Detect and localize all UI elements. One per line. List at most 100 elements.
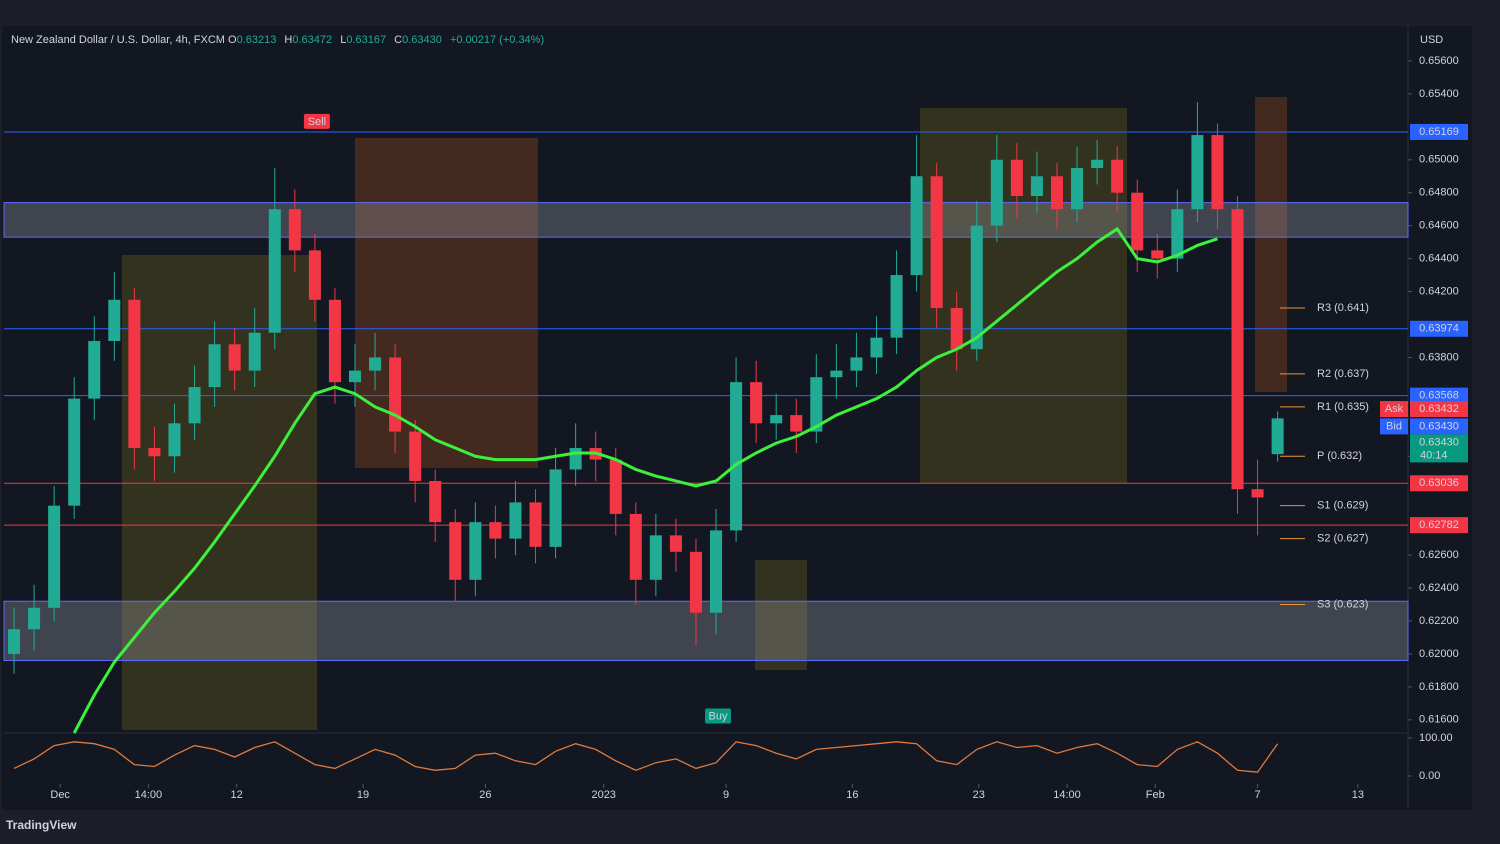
x-tick-label: 23 bbox=[973, 789, 985, 801]
pivot-label: S3 (0.623) bbox=[1317, 598, 1368, 610]
price-tag bbox=[1410, 434, 1468, 463]
pivot-label: S2 (0.627) bbox=[1317, 533, 1368, 545]
candle-body bbox=[108, 299, 121, 341]
y-tick-label: 0.64600 bbox=[1419, 220, 1459, 232]
candle-body bbox=[1131, 192, 1144, 251]
x-tick-label: 14:00 bbox=[135, 789, 163, 801]
candle-body bbox=[950, 308, 963, 350]
candle-body bbox=[188, 387, 201, 424]
x-tick-label: 9 bbox=[723, 789, 729, 801]
currency: USD bbox=[1420, 34, 1443, 46]
candle-body bbox=[1050, 176, 1064, 210]
y-tick-label: 0.61800 bbox=[1419, 681, 1459, 693]
candle-body bbox=[970, 225, 983, 350]
candle-body bbox=[268, 209, 281, 333]
zone bbox=[3, 600, 1409, 662]
candle-body bbox=[449, 522, 462, 580]
candle-body bbox=[669, 535, 682, 552]
change: +0.00217 (+0.34%) bbox=[449, 34, 545, 46]
y-tick-label: 0.64200 bbox=[1419, 285, 1459, 297]
candle-body bbox=[629, 513, 642, 580]
c-label: C bbox=[394, 34, 403, 46]
x-tick-label: 26 bbox=[479, 789, 491, 801]
y-tick-label: 0.65400 bbox=[1419, 88, 1459, 100]
symbol: New Zealand Dollar / U.S. Dollar, 4h, FX… bbox=[11, 34, 225, 46]
candle-body bbox=[1030, 176, 1043, 197]
price-tag-label: 0.63036 bbox=[1419, 477, 1459, 489]
price-tag-label: 0.63432 bbox=[1419, 403, 1459, 415]
x-tick-label: 7 bbox=[1255, 789, 1261, 801]
price-tag-label: 0.63430 bbox=[1419, 436, 1459, 448]
candle-body bbox=[1211, 135, 1224, 210]
x-tick-label: 19 bbox=[357, 789, 369, 801]
candle-body bbox=[8, 629, 21, 654]
pivot-label: R2 (0.637) bbox=[1317, 368, 1369, 380]
x-tick-label: 16 bbox=[846, 789, 858, 801]
y-tick-label: 0.65600 bbox=[1419, 55, 1459, 67]
pivot-label: S1 (0.629) bbox=[1317, 500, 1368, 512]
candle-body bbox=[168, 423, 181, 457]
candle-body bbox=[730, 382, 743, 531]
signal-box bbox=[303, 113, 330, 129]
side-tag bbox=[1380, 418, 1408, 435]
candle-body bbox=[1271, 418, 1284, 455]
candle-body bbox=[248, 332, 261, 371]
price-tag-label: 0.63568 bbox=[1419, 390, 1459, 402]
candle-body bbox=[609, 459, 622, 514]
osc-tick-label: 100.00 bbox=[1419, 732, 1453, 744]
candle-body bbox=[348, 370, 362, 383]
box bbox=[920, 108, 1127, 483]
y-tick-label: 0.65000 bbox=[1419, 154, 1459, 166]
box bbox=[755, 560, 807, 670]
candle-body bbox=[1091, 159, 1104, 169]
candle-body bbox=[28, 607, 41, 630]
o-value: 0.63213 bbox=[236, 34, 277, 46]
candle-body bbox=[689, 551, 702, 613]
price-tag bbox=[1410, 475, 1468, 492]
candle-body bbox=[88, 340, 101, 399]
brand: TradingView bbox=[6, 818, 77, 832]
price-tag-label: 0.62782 bbox=[1419, 519, 1459, 531]
candle-body bbox=[68, 398, 81, 506]
candle-body bbox=[469, 522, 482, 580]
c-value: 0.63430 bbox=[402, 34, 442, 46]
x-tick-label: Feb bbox=[1146, 789, 1165, 801]
side-label: Ask bbox=[1385, 403, 1404, 415]
countdown: 40:14 bbox=[1420, 449, 1448, 461]
osc-tick-label: 0.00 bbox=[1419, 770, 1440, 782]
candle-body bbox=[1171, 209, 1184, 259]
candle-body bbox=[1231, 209, 1244, 490]
y-tick-label: 0.64400 bbox=[1419, 253, 1459, 265]
y-tick-label: 0.61600 bbox=[1419, 714, 1459, 726]
candle-body bbox=[770, 415, 783, 424]
candle-body bbox=[48, 505, 61, 608]
h-value: 0.63472 bbox=[292, 34, 333, 46]
candle-body bbox=[710, 530, 723, 613]
candle-body bbox=[870, 337, 883, 358]
x-tick-label: 14:00 bbox=[1053, 789, 1081, 801]
x-tick-label: 13 bbox=[1352, 789, 1364, 801]
y-tick-label: 0.62000 bbox=[1419, 648, 1459, 660]
price-tag-label: 0.65169 bbox=[1419, 126, 1459, 138]
candle-body bbox=[569, 448, 582, 470]
candle-body bbox=[549, 469, 562, 547]
y-tick-label: 0.62600 bbox=[1419, 549, 1459, 561]
candle-body bbox=[288, 209, 301, 251]
candle-body bbox=[429, 480, 442, 523]
candle-body bbox=[850, 357, 863, 371]
pivot-label: P (0.632) bbox=[1317, 450, 1362, 462]
candle-body bbox=[369, 357, 382, 371]
l-value: 0.63167 bbox=[346, 34, 387, 46]
candle-body bbox=[1071, 168, 1084, 210]
y-tick-label: 0.63800 bbox=[1419, 351, 1459, 363]
y-tick-label: 0.62200 bbox=[1419, 615, 1459, 627]
box bbox=[355, 138, 538, 468]
signal-label: Sell bbox=[308, 116, 326, 128]
candle-body bbox=[489, 522, 502, 539]
candle-body bbox=[208, 344, 221, 388]
price-tag-label: 0.63430 bbox=[1419, 420, 1459, 432]
candle-body bbox=[409, 431, 422, 481]
candle-body bbox=[308, 250, 321, 300]
